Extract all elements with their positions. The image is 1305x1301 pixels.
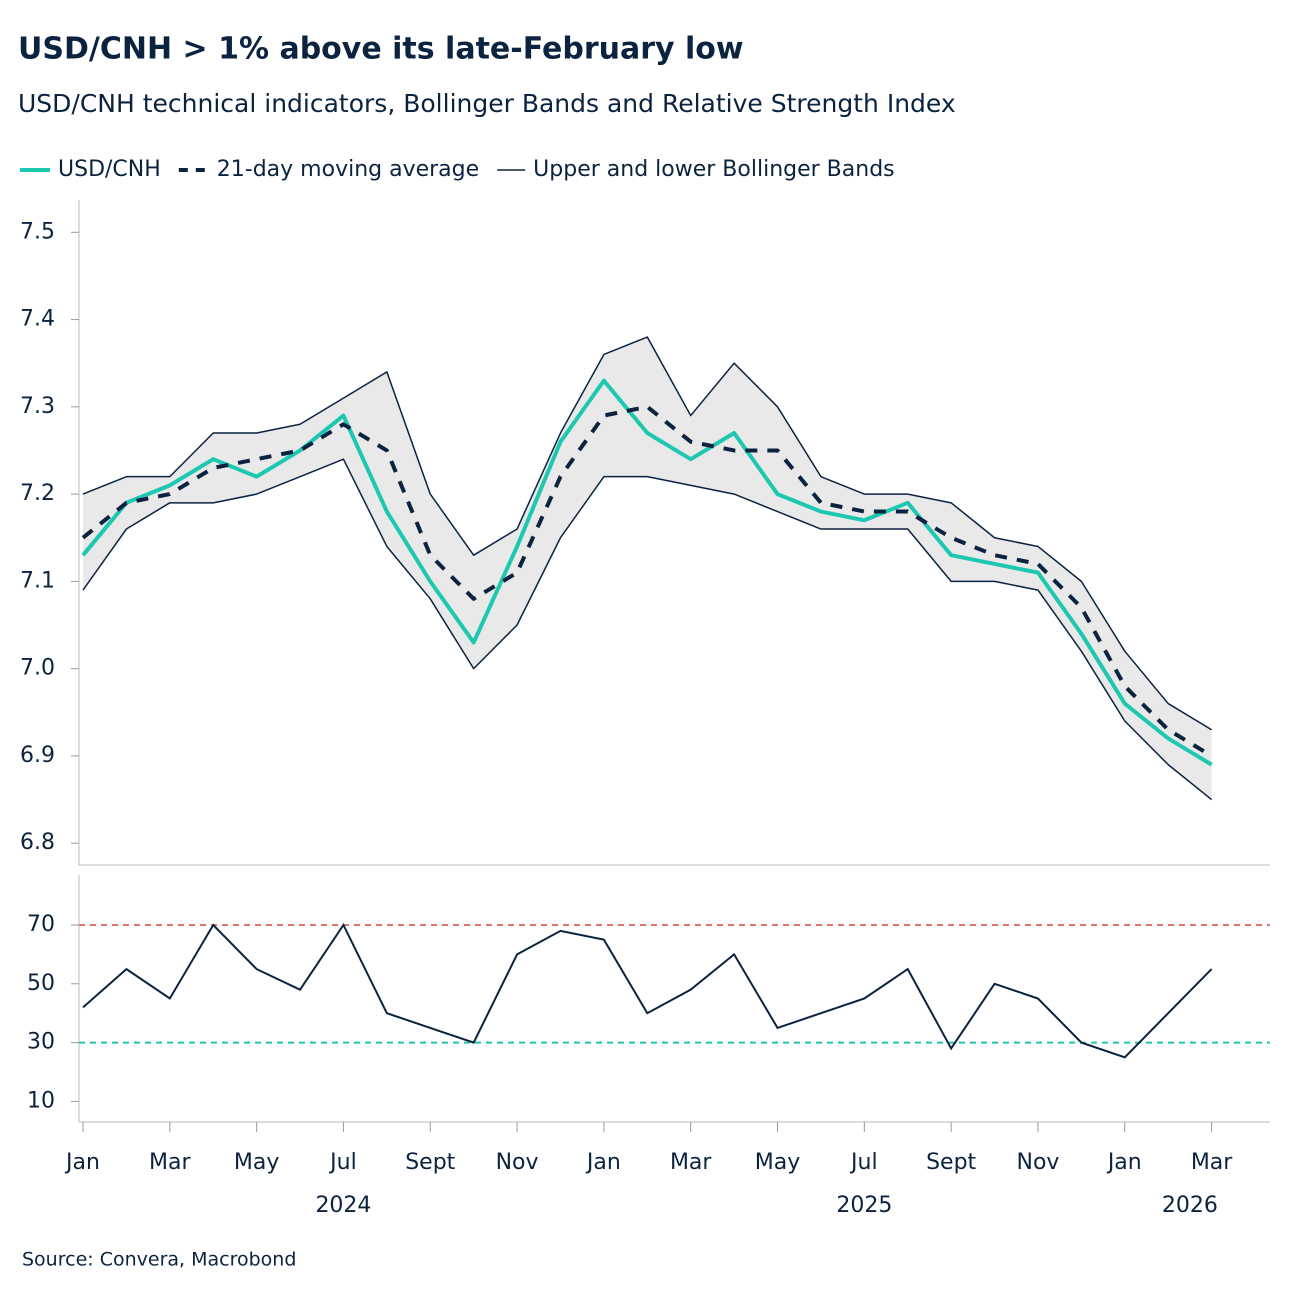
x-tick-label: Jan <box>1106 1150 1142 1175</box>
y-tick-label: 7.5 <box>20 219 55 244</box>
x-tick-label: Nov <box>1016 1150 1059 1175</box>
chart-subtitle: USD/CNH technical indicators, Bollinger … <box>18 89 956 118</box>
x-tick-label: Mar <box>670 1150 712 1175</box>
x-tick-label: Mar <box>149 1150 191 1175</box>
legend-label: Upper and lower Bollinger Bands <box>533 157 894 182</box>
y-tick-label: 10 <box>27 1088 55 1113</box>
x-tick-label: Jan <box>585 1150 621 1175</box>
band-fill <box>83 337 1212 800</box>
year-label: 2026 <box>1162 1193 1218 1218</box>
lower-band <box>82 458 1213 801</box>
year-label: 2025 <box>836 1193 892 1218</box>
y-tick-label: 70 <box>27 912 55 937</box>
x-tick-label: Sept <box>926 1150 976 1175</box>
moving-average-line <box>81 404 1213 758</box>
legend-label: 21-day moving average <box>217 157 479 182</box>
x-tick-label: Mar <box>1191 1150 1233 1175</box>
x-tick-label: Jan <box>64 1150 100 1175</box>
x-tick-label: Jul <box>328 1150 357 1175</box>
y-tick-label: 7.0 <box>20 656 55 681</box>
x-tick-label: May <box>755 1150 800 1175</box>
y-tick-label: 30 <box>27 1030 55 1055</box>
price-line <box>81 378 1213 767</box>
x-tick-label: Sept <box>405 1150 455 1175</box>
x-tick-label: Jul <box>849 1150 878 1175</box>
x-tick-label: Nov <box>496 1150 539 1175</box>
y-tick-label: 6.9 <box>20 743 55 768</box>
legend-label: USD/CNH <box>58 157 161 182</box>
upper-band <box>82 336 1212 731</box>
year-label: 2024 <box>315 1193 371 1218</box>
y-tick-label: 7.2 <box>20 481 55 506</box>
y-tick-label: 7.4 <box>20 307 55 332</box>
y-tick-label: 6.8 <box>20 830 55 855</box>
rsi-line <box>82 922 1213 1059</box>
chart-title: USD/CNH > 1% above its late-February low <box>18 32 744 67</box>
source: Source: Convera, Macrobond <box>22 1249 296 1271</box>
y-tick-label: 7.3 <box>20 394 55 419</box>
y-tick-label: 7.1 <box>20 568 55 593</box>
x-tick-label: May <box>234 1150 279 1175</box>
y-tick-label: 50 <box>27 971 55 996</box>
